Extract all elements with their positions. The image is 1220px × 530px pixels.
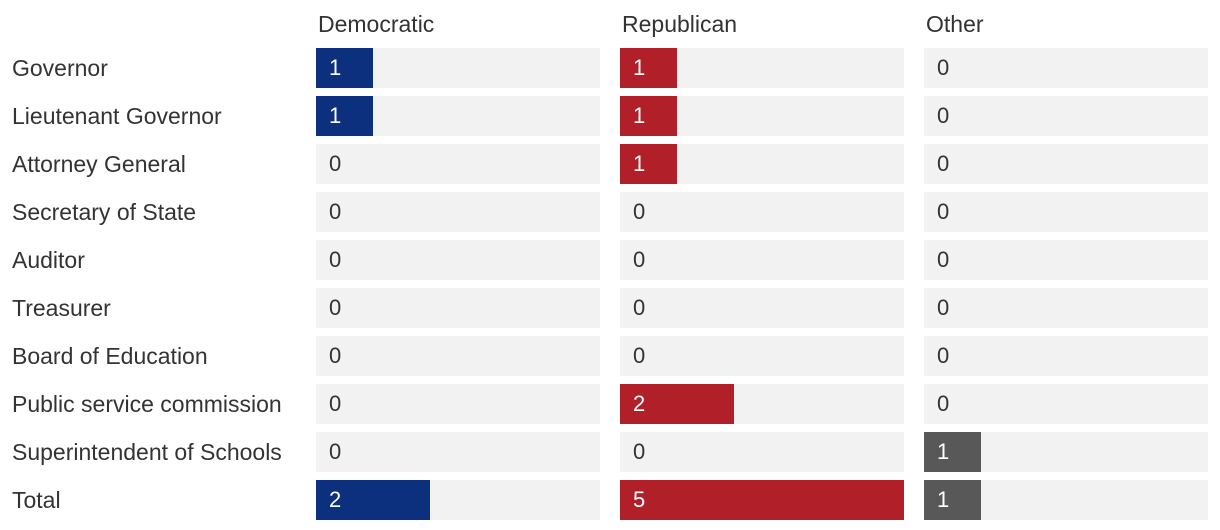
value-label-republican-auditor: 0 <box>633 247 646 272</box>
cell-track-other-public-service-commission <box>924 384 1208 424</box>
value-label-democratic-governor: 1 <box>329 55 342 80</box>
row-label-superintendent-of-schools: Superintendent of Schools <box>12 439 282 465</box>
cell-track-other-attorney-general <box>924 144 1208 184</box>
value-label-democratic-lieutenant-governor: 1 <box>329 103 342 128</box>
cell-track-democratic-board-of-education <box>316 336 600 376</box>
value-label-other-attorney-general: 0 <box>937 151 950 176</box>
column-header-republican: Republican <box>622 11 738 37</box>
column-header-democratic: Democratic <box>318 11 435 37</box>
cell-track-republican-auditor <box>620 240 904 280</box>
bar-democratic-lieutenant-governor <box>316 96 373 136</box>
bar-other-superintendent-of-schools <box>924 432 981 472</box>
value-label-other-public-service-commission: 0 <box>937 391 950 416</box>
row-label-secretary-of-state: Secretary of State <box>12 199 197 225</box>
value-label-republican-board-of-education: 0 <box>633 343 646 368</box>
cell-track-republican-treasurer <box>620 288 904 328</box>
bar-republican-governor <box>620 48 677 88</box>
cell-track-democratic-secretary-of-state <box>316 192 600 232</box>
value-label-other-total: 1 <box>937 487 950 512</box>
row-label-auditor: Auditor <box>12 247 85 273</box>
bar-republican-attorney-general <box>620 144 677 184</box>
value-label-republican-total: 5 <box>633 487 646 512</box>
cell-track-democratic-attorney-general <box>316 144 600 184</box>
value-label-democratic-treasurer: 0 <box>329 295 342 320</box>
value-label-democratic-secretary-of-state: 0 <box>329 199 342 224</box>
value-label-republican-treasurer: 0 <box>633 295 646 320</box>
cell-track-democratic-public-service-commission <box>316 384 600 424</box>
row-label-total: Total <box>12 487 61 513</box>
cell-track-democratic-auditor <box>316 240 600 280</box>
value-label-democratic-board-of-education: 0 <box>329 343 342 368</box>
column-header-other: Other <box>926 11 984 37</box>
row-label-attorney-general: Attorney General <box>12 151 186 177</box>
cell-track-republican-superintendent-of-schools <box>620 432 904 472</box>
value-label-other-secretary-of-state: 0 <box>937 199 950 224</box>
value-label-other-governor: 0 <box>937 55 950 80</box>
bar-republican-lieutenant-governor <box>620 96 677 136</box>
row-label-governor: Governor <box>12 55 108 81</box>
value-label-republican-public-service-commission: 2 <box>633 391 646 416</box>
cell-track-other-secretary-of-state <box>924 192 1208 232</box>
value-label-other-auditor: 0 <box>937 247 950 272</box>
cell-track-other-lieutenant-governor <box>924 96 1208 136</box>
value-label-democratic-total: 2 <box>329 487 342 512</box>
value-label-democratic-public-service-commission: 0 <box>329 391 342 416</box>
cell-track-other-auditor <box>924 240 1208 280</box>
value-label-democratic-superintendent-of-schools: 0 <box>329 439 342 464</box>
row-label-treasurer: Treasurer <box>12 295 111 321</box>
row-label-lieutenant-governor: Lieutenant Governor <box>12 103 222 129</box>
value-label-other-treasurer: 0 <box>937 295 950 320</box>
row-label-public-service-commission: Public service commission <box>12 391 282 417</box>
bar-republican-total <box>620 480 904 520</box>
cell-track-other-treasurer <box>924 288 1208 328</box>
bar-other-total <box>924 480 981 520</box>
row-label-board-of-education: Board of Education <box>12 343 208 369</box>
value-label-republican-governor: 1 <box>633 55 646 80</box>
bar-democratic-total <box>316 480 430 520</box>
cell-track-democratic-treasurer <box>316 288 600 328</box>
cell-track-other-board-of-education <box>924 336 1208 376</box>
value-label-other-board-of-education: 0 <box>937 343 950 368</box>
cell-track-other-governor <box>924 48 1208 88</box>
value-label-other-superintendent-of-schools: 1 <box>937 439 950 464</box>
value-label-other-lieutenant-governor: 0 <box>937 103 950 128</box>
cell-track-democratic-superintendent-of-schools <box>316 432 600 472</box>
bar-republican-public-service-commission <box>620 384 734 424</box>
bar-democratic-governor <box>316 48 373 88</box>
cell-track-republican-secretary-of-state <box>620 192 904 232</box>
value-label-republican-superintendent-of-schools: 0 <box>633 439 646 464</box>
value-label-republican-attorney-general: 1 <box>633 151 646 176</box>
cell-track-republican-board-of-education <box>620 336 904 376</box>
value-label-republican-lieutenant-governor: 1 <box>633 103 646 128</box>
value-label-democratic-attorney-general: 0 <box>329 151 342 176</box>
value-label-republican-secretary-of-state: 0 <box>633 199 646 224</box>
value-label-democratic-auditor: 0 <box>329 247 342 272</box>
